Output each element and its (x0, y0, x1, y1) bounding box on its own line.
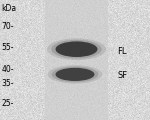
Text: SF: SF (117, 71, 127, 80)
Ellipse shape (51, 40, 102, 59)
Ellipse shape (47, 38, 106, 60)
Text: 35-: 35- (2, 79, 14, 89)
Ellipse shape (56, 68, 94, 81)
Ellipse shape (56, 41, 98, 57)
Ellipse shape (48, 65, 102, 84)
Text: 40-: 40- (2, 65, 14, 74)
Text: 70-: 70- (2, 22, 14, 31)
FancyBboxPatch shape (45, 0, 108, 120)
Text: 55-: 55- (2, 44, 14, 53)
Text: FL: FL (117, 47, 126, 56)
Text: 25-: 25- (2, 99, 14, 108)
Ellipse shape (52, 66, 98, 82)
Text: kDa: kDa (2, 4, 17, 13)
